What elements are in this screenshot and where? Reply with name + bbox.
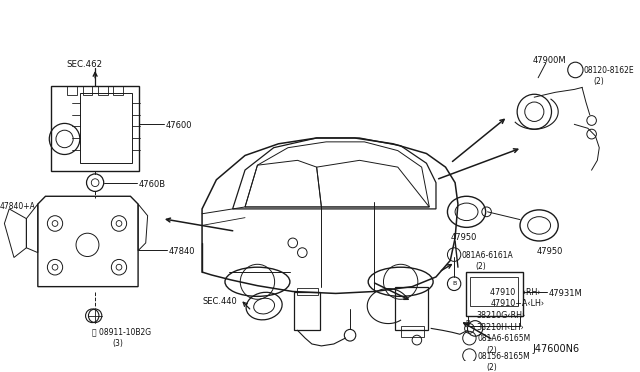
Text: 38210G‹RH›: 38210G‹RH› <box>476 311 525 320</box>
Text: 08156-8165M: 08156-8165M <box>477 352 530 361</box>
Text: SEC.440: SEC.440 <box>202 297 237 306</box>
Text: 081A6-6165M: 081A6-6165M <box>477 334 531 343</box>
Text: SEC.462: SEC.462 <box>67 60 102 69</box>
Text: 47910   ‹RH›: 47910 ‹RH› <box>490 288 541 296</box>
Text: 47840+A: 47840+A <box>0 202 35 211</box>
Text: (3): (3) <box>112 339 123 348</box>
Text: 08120-8162E: 08120-8162E <box>584 66 635 75</box>
Text: 47931M: 47931M <box>548 289 582 298</box>
Text: 4760B: 4760B <box>139 180 166 189</box>
Text: Ⓝ 08911-10B2G: Ⓝ 08911-10B2G <box>92 327 152 336</box>
Text: 38210H‹LH›: 38210H‹LH› <box>476 323 524 331</box>
Text: 47600: 47600 <box>166 122 192 131</box>
Text: B: B <box>465 320 470 326</box>
Text: 47910+A‹LH›: 47910+A‹LH› <box>490 299 545 308</box>
Text: (2): (2) <box>475 262 486 271</box>
Text: (2): (2) <box>486 346 497 355</box>
Text: 47900M: 47900M <box>532 56 566 65</box>
Text: 081A6-6161A: 081A6-6161A <box>462 251 513 260</box>
Text: (2): (2) <box>593 77 604 86</box>
Text: 47950: 47950 <box>536 247 563 256</box>
Text: J47600N6: J47600N6 <box>532 344 580 354</box>
Text: B: B <box>452 281 456 286</box>
Text: 47950: 47950 <box>451 233 477 242</box>
Text: (2): (2) <box>486 363 497 372</box>
Text: 47840: 47840 <box>169 247 195 256</box>
